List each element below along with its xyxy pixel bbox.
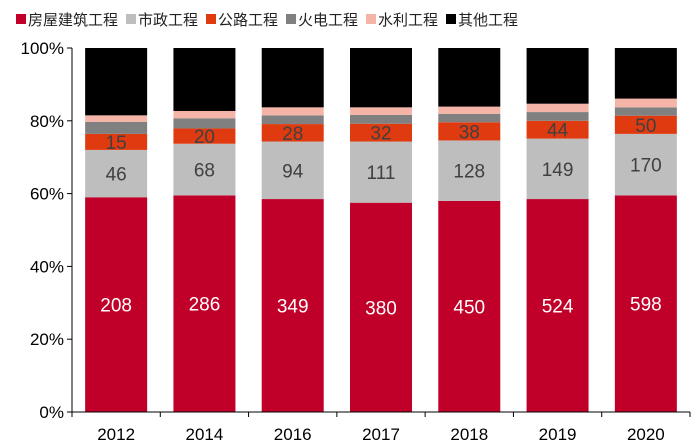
bar-segment: [614, 48, 677, 99]
x-tick-label: 2018: [450, 425, 488, 444]
y-tick-label: 40%: [30, 257, 64, 276]
bar-segment: [350, 107, 412, 115]
legend-label: 火电工程: [298, 11, 358, 29]
bar-segment: [173, 48, 236, 111]
legend-swatch: [446, 14, 456, 24]
x-axis: 2012 2014 2016 2017 2018 2019 2020: [71, 411, 691, 444]
x-tick-label: 2012: [97, 425, 135, 444]
data-label: 349: [277, 297, 309, 318]
x-tick-label: 2020: [627, 425, 665, 444]
legend: 房屋建筑工程 市政工程 公路工程 火电工程 水利工程 其他工程: [16, 11, 518, 29]
bar-segment: [526, 103, 589, 113]
bar-segment: [173, 143, 236, 196]
data-label: 32: [370, 124, 391, 145]
data-label: 94: [282, 161, 304, 182]
bar-segment: [261, 115, 324, 125]
legend-swatch: [366, 14, 376, 24]
bar-segment: [614, 107, 677, 116]
bar-segment: [350, 48, 412, 108]
bar-segment: [173, 195, 236, 412]
bar-segment: [85, 197, 148, 412]
bar-segment: [85, 133, 148, 150]
data-label: 380: [365, 298, 397, 319]
bar-segment: [526, 120, 589, 139]
data-label: 286: [189, 295, 221, 316]
legend-swatch: [126, 14, 136, 24]
bar-segment: [526, 112, 589, 121]
legend-label: 房屋建筑工程: [28, 11, 118, 29]
bar-segment: [261, 107, 324, 116]
data-label: 46: [106, 165, 127, 186]
y-tick-label: 0%: [39, 403, 64, 422]
bar-segment: [350, 123, 412, 142]
bar-segment: [173, 110, 236, 119]
bar-segment: [526, 199, 589, 412]
y-tick-label: 60%: [30, 185, 64, 204]
legend-swatch: [206, 14, 216, 24]
legend-swatch: [286, 14, 296, 24]
x-tick-label: 2016: [274, 425, 312, 444]
bar-segment: [350, 202, 412, 412]
data-label: 20: [194, 127, 215, 148]
bar-segment: [614, 98, 677, 108]
data-label: 15: [106, 133, 127, 154]
data-label: 111: [367, 163, 396, 184]
bar-segment: [614, 195, 677, 412]
bar-segment: [350, 114, 412, 124]
bar-segment: [261, 48, 324, 108]
data-label: 598: [630, 295, 662, 316]
data-label: 208: [100, 296, 132, 317]
data-label: 68: [194, 161, 215, 182]
bars: [85, 48, 677, 412]
legend-label: 公路工程: [218, 11, 278, 29]
bar-segment: [261, 141, 324, 200]
bar-segment: [614, 115, 677, 134]
bar-segment: [438, 200, 501, 412]
bar-segment: [350, 141, 412, 203]
data-label: 50: [635, 116, 656, 137]
bar-segment: [438, 48, 501, 107]
bar-segment: [85, 48, 148, 116]
y-tick-label: 80%: [30, 112, 64, 131]
legend-swatch: [16, 14, 26, 24]
bar-segment: [438, 140, 501, 201]
data-label: 450: [453, 297, 485, 318]
bar-segment: [526, 48, 589, 104]
legend-label: 水利工程: [378, 11, 438, 29]
bar-segment: [438, 106, 501, 114]
bar-segment: [261, 199, 324, 412]
bar-segment: [438, 113, 501, 123]
bar-segment: [438, 122, 501, 141]
bar-segment: [526, 138, 589, 200]
bar-segment: [173, 118, 236, 129]
legend-label: 市政工程: [138, 11, 198, 29]
data-label: 28: [282, 124, 303, 145]
data-label: 38: [459, 122, 480, 143]
bar-segment: [173, 128, 236, 144]
bar-segment: [85, 149, 148, 198]
segment-labels: 208 46 15 286 68 20 349 94 28 380 111 32 450 128 38 524…: [100, 116, 661, 320]
data-label: 170: [630, 156, 662, 177]
data-label: 524: [542, 297, 574, 318]
x-tick-label: 2014: [186, 425, 224, 444]
y-axis: 0% 20% 40% 60% 80% 100%: [21, 39, 73, 422]
x-tick-label: 2019: [539, 425, 577, 444]
data-label: 149: [542, 160, 574, 181]
bar-segment: [614, 133, 677, 196]
data-label: 128: [453, 162, 485, 183]
legend-label: 其他工程: [458, 11, 518, 29]
y-tick-label: 100%: [21, 39, 64, 58]
bar-segment: [261, 124, 324, 142]
data-label: 44: [547, 121, 569, 142]
bar-segment: [85, 115, 148, 122]
bar-segment: [85, 121, 148, 134]
x-tick-label: 2017: [362, 425, 400, 444]
y-tick-label: 20%: [30, 330, 64, 349]
